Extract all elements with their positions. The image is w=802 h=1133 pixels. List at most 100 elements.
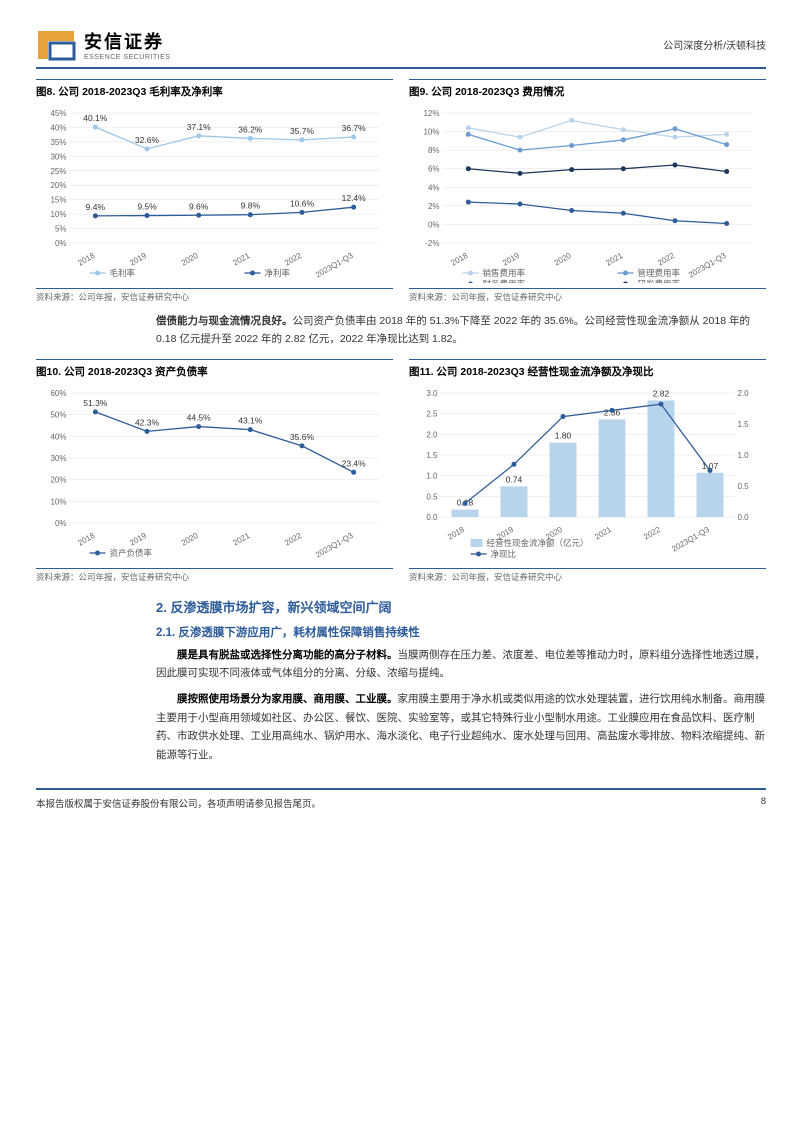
svg-text:2.0: 2.0 bbox=[738, 389, 750, 398]
svg-text:研发费用率: 研发费用率 bbox=[638, 279, 681, 283]
svg-text:37.1%: 37.1% bbox=[187, 122, 212, 132]
svg-text:净现比: 净现比 bbox=[491, 549, 517, 559]
svg-text:销售费用率: 销售费用率 bbox=[483, 268, 526, 278]
svg-text:净利率: 净利率 bbox=[265, 268, 291, 278]
svg-text:毛利率: 毛利率 bbox=[110, 268, 136, 278]
body-text-1: 偿债能力与现金流情况良好。公司资产负债率由 2018 年的 51.3%下降至 2… bbox=[156, 313, 766, 349]
svg-text:45%: 45% bbox=[50, 109, 66, 118]
svg-text:2020: 2020 bbox=[180, 251, 200, 268]
chart9-svg: -2%0%2%4%6%8%10%12%201820192020202120222… bbox=[409, 103, 766, 283]
svg-text:0%: 0% bbox=[428, 220, 440, 229]
svg-text:1.80: 1.80 bbox=[555, 430, 572, 440]
chart10-source: 资料来源：公司年报，安信证券研究中心 bbox=[36, 568, 393, 583]
svg-text:0%: 0% bbox=[55, 519, 67, 528]
svg-text:2020: 2020 bbox=[180, 530, 200, 547]
para-2: 膜按照使用场景分为家用膜、商用膜、工业膜。家用膜主要用于净水机或类似用途的饮水处… bbox=[156, 690, 766, 764]
svg-text:10%: 10% bbox=[423, 128, 439, 137]
svg-text:2.5: 2.5 bbox=[426, 409, 438, 418]
svg-text:23.4%: 23.4% bbox=[342, 458, 367, 468]
svg-text:2022: 2022 bbox=[283, 530, 303, 547]
footer-page: 8 bbox=[761, 796, 766, 810]
chart9-block: 图9. 公司 2018-2023Q3 费用情况 -2% 0% 2% 4% 6% 8% 10%… bbox=[409, 79, 766, 303]
section-21-title: 2.1. 反渗透膜下游应用广，耗材属性保障销售持续性 bbox=[156, 624, 766, 640]
svg-text:35.6%: 35.6% bbox=[290, 432, 315, 442]
svg-text:1.5: 1.5 bbox=[426, 451, 438, 460]
logo-cn: 安信证券 bbox=[84, 28, 170, 54]
logo-en: ESSENCE SECURITIES bbox=[84, 54, 170, 61]
svg-text:36.2%: 36.2% bbox=[238, 124, 263, 134]
svg-text:2.0: 2.0 bbox=[426, 430, 438, 439]
chart11-svg: 0.00.51.01.52.02.53.00.00.51.01.52.00.18… bbox=[409, 383, 766, 563]
chart8-block: 图8. 公司 2018-2023Q3 毛利率及净利率 0%5%10%15%20%… bbox=[36, 79, 393, 303]
svg-text:20%: 20% bbox=[50, 475, 66, 484]
svg-text:2023Q1-Q3: 2023Q1-Q3 bbox=[314, 530, 355, 559]
svg-text:2023Q1-Q3: 2023Q1-Q3 bbox=[687, 251, 728, 280]
svg-text:36.7%: 36.7% bbox=[342, 123, 367, 133]
para1-bold: 膜是具有脱盐或选择性分离功能的高分子材料。 bbox=[177, 649, 398, 661]
svg-text:0.5: 0.5 bbox=[738, 482, 750, 491]
page-header: 安信证券 ESSENCE SECURITIES 公司深度分析/沃顿科技 bbox=[36, 28, 766, 69]
svg-text:2.82: 2.82 bbox=[653, 388, 670, 398]
svg-text:43.1%: 43.1% bbox=[238, 415, 263, 425]
svg-text:2020: 2020 bbox=[553, 251, 573, 268]
chart8-svg: 0%5%10%15%20%25%30%35%40%45%201820192020… bbox=[36, 103, 393, 283]
svg-text:2019: 2019 bbox=[128, 530, 148, 547]
svg-text:0.74: 0.74 bbox=[506, 474, 523, 484]
svg-text:6%: 6% bbox=[428, 165, 440, 174]
svg-text:9.6%: 9.6% bbox=[189, 201, 209, 211]
svg-text:0.0: 0.0 bbox=[738, 513, 750, 522]
svg-text:1.0: 1.0 bbox=[426, 471, 438, 480]
chart11-block: 图11. 公司 2018-2023Q3 经营性现金流净额及净现比 0.0 0.5 1… bbox=[409, 359, 766, 583]
svg-text:2018: 2018 bbox=[446, 524, 466, 541]
svg-text:财务费用率: 财务费用率 bbox=[483, 279, 526, 283]
svg-text:30%: 30% bbox=[50, 152, 66, 161]
svg-text:8%: 8% bbox=[428, 146, 440, 155]
svg-text:12%: 12% bbox=[423, 109, 439, 118]
svg-text:50%: 50% bbox=[50, 410, 66, 419]
chart11-source: 资料来源：公司年报，安信证券研究中心 bbox=[409, 568, 766, 583]
svg-text:10.6%: 10.6% bbox=[290, 198, 315, 208]
svg-text:10%: 10% bbox=[50, 210, 66, 219]
svg-text:2021: 2021 bbox=[593, 524, 613, 541]
logo-block: 安信证券 ESSENCE SECURITIES bbox=[36, 28, 170, 61]
svg-text:-2%: -2% bbox=[425, 239, 439, 248]
svg-text:2021: 2021 bbox=[231, 251, 251, 268]
svg-text:9.5%: 9.5% bbox=[137, 202, 157, 212]
svg-text:15%: 15% bbox=[50, 196, 66, 205]
svg-text:9.8%: 9.8% bbox=[241, 201, 261, 211]
svg-text:0.5: 0.5 bbox=[426, 492, 438, 501]
svg-text:0.0: 0.0 bbox=[426, 513, 438, 522]
chart10-svg: 0%10%20%30%40%50%60%20182019202020212022… bbox=[36, 383, 393, 563]
chart10-title: 图10. 公司 2018-2023Q3 资产负债率 bbox=[36, 360, 393, 383]
chart9-title: 图9. 公司 2018-2023Q3 费用情况 bbox=[409, 80, 766, 103]
svg-text:2021: 2021 bbox=[604, 251, 624, 268]
svg-text:4%: 4% bbox=[428, 183, 440, 192]
svg-text:2023Q1-Q3: 2023Q1-Q3 bbox=[670, 524, 711, 553]
svg-text:35%: 35% bbox=[50, 138, 66, 147]
chart9-source: 资料来源：公司年报，安信证券研究中心 bbox=[409, 288, 766, 303]
svg-text:2018: 2018 bbox=[449, 251, 469, 268]
svg-text:2%: 2% bbox=[428, 202, 440, 211]
svg-text:2019: 2019 bbox=[128, 251, 148, 268]
chart11-title: 图11. 公司 2018-2023Q3 经营性现金流净额及净现比 bbox=[409, 360, 766, 383]
svg-text:40.1%: 40.1% bbox=[83, 113, 108, 123]
svg-text:35.7%: 35.7% bbox=[290, 126, 315, 136]
svg-text:2022: 2022 bbox=[642, 524, 662, 541]
svg-text:51.3%: 51.3% bbox=[83, 398, 108, 408]
svg-text:2023Q1-Q3: 2023Q1-Q3 bbox=[314, 251, 355, 280]
svg-text:40%: 40% bbox=[50, 123, 66, 132]
svg-text:40%: 40% bbox=[50, 432, 66, 441]
para2-bold: 膜按照使用场景分为家用膜、商用膜、工业膜。 bbox=[177, 693, 398, 705]
svg-text:2018: 2018 bbox=[76, 251, 96, 268]
svg-text:3.0: 3.0 bbox=[426, 389, 438, 398]
svg-text:1.0: 1.0 bbox=[738, 451, 750, 460]
footer-left: 本报告版权属于安信证券股份有限公司，各项声明请参见报告尾页。 bbox=[36, 796, 321, 810]
chart8-title: 图8. 公司 2018-2023Q3 毛利率及净利率 bbox=[36, 80, 393, 103]
svg-text:32.6%: 32.6% bbox=[135, 135, 160, 145]
para-1: 膜是具有脱盐或选择性分离功能的高分子材料。当膜两侧存在压力差、浓度差、电位差等推… bbox=[156, 646, 766, 683]
svg-text:12.4%: 12.4% bbox=[342, 193, 367, 203]
svg-text:25%: 25% bbox=[50, 167, 66, 176]
page-footer: 本报告版权属于安信证券股份有限公司，各项声明请参见报告尾页。 8 bbox=[36, 788, 766, 810]
chart8-source: 资料来源：公司年报，安信证券研究中心 bbox=[36, 288, 393, 303]
svg-text:44.5%: 44.5% bbox=[187, 412, 212, 422]
